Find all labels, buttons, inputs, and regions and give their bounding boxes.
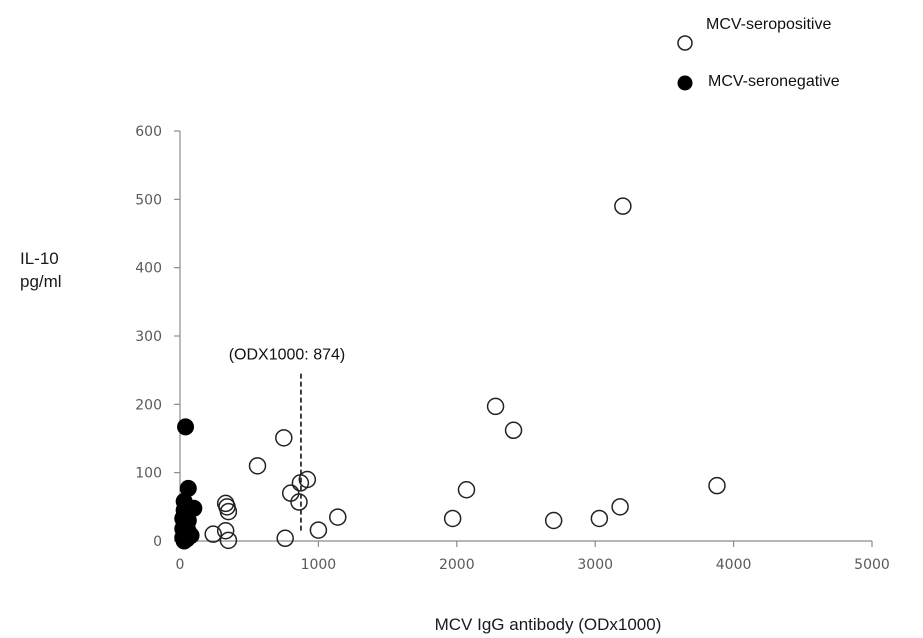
legend-marker-seropositive [677, 35, 693, 51]
x-tick-label: 5000 [854, 557, 890, 573]
x-tick-label: 1000 [301, 557, 337, 573]
data-points [174, 197, 726, 550]
seropositive-point [544, 511, 563, 530]
y-axis-label-line1: IL-10 [20, 249, 59, 268]
x-axis-label: MCV IgG antibody (ODx1000) [435, 615, 662, 634]
seropositive-point [504, 421, 523, 440]
seronegative-point [175, 532, 193, 550]
seropositive-point [248, 457, 267, 475]
y-tick-label: 200 [135, 397, 162, 413]
seropositive-point [219, 502, 238, 521]
x-tick-label: 3000 [577, 557, 613, 573]
legend-label-seronegative: MCV-seronegative [708, 73, 840, 90]
y-tick-label: 300 [135, 329, 162, 345]
tick-labels: 0 100 200 300 400 500 600 0 1000 2000 3000 4000 5000 [135, 124, 890, 573]
series-seronegative [174, 418, 203, 550]
threshold-annotation: (ODX1000: 874) [229, 347, 346, 531]
series-seropositive [204, 197, 726, 550]
seropositive-point [486, 397, 505, 416]
y-axis-label-line2: pg/ml [20, 272, 62, 291]
y-tick-label: 400 [135, 261, 162, 277]
x-tick-label: 2000 [439, 557, 475, 573]
y-tick-label: 0 [153, 534, 162, 550]
y-tick-label: 100 [135, 466, 162, 482]
seropositive-point [590, 509, 609, 528]
seropositive-point [281, 484, 300, 502]
seropositive-point [276, 529, 294, 548]
seronegative-point [177, 418, 195, 436]
legend-marker-seronegative [677, 75, 693, 91]
y-tick-label: 500 [135, 192, 162, 208]
threshold-label: (ODX1000: 874) [229, 347, 346, 364]
seropositive-point [457, 481, 476, 499]
y-tick-label: 600 [135, 124, 162, 140]
seropositive-point [614, 197, 632, 215]
seropositive-point [611, 498, 629, 516]
seropositive-point [275, 429, 293, 447]
seropositive-point [291, 474, 310, 492]
legend: MCV-seropositive MCV-seronegative [677, 16, 840, 91]
seropositive-point [708, 476, 726, 495]
seropositive-point [216, 522, 235, 540]
seropositive-point [204, 525, 222, 543]
x-tick-label: 4000 [716, 557, 752, 573]
seropositive-point [443, 509, 462, 528]
legend-label-seropositive: MCV-seropositive [706, 16, 831, 33]
seropositive-point [219, 531, 238, 550]
axes [174, 130, 873, 547]
seropositive-point [309, 521, 328, 539]
seropositive-point [329, 508, 347, 526]
x-tick-label: 0 [176, 557, 185, 573]
